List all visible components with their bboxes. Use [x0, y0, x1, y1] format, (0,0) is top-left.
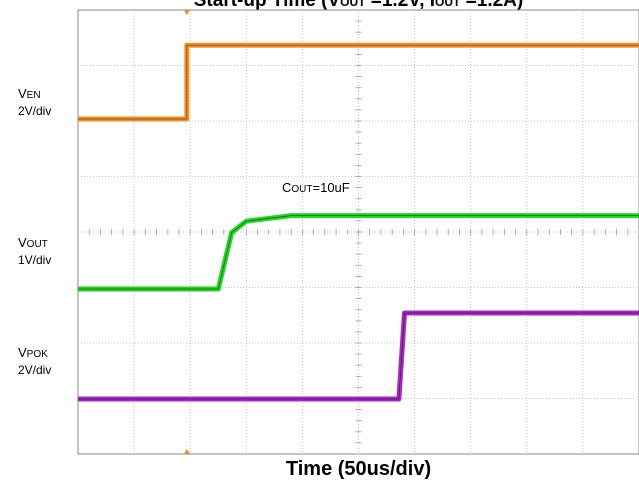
x-axis-label: Time (50us/div) [285, 458, 432, 480]
cout-annotation: COUT=10uF [282, 180, 350, 195]
channel-label-vpok: VPOK 2V/div [18, 345, 52, 377]
trigger-marker-bottom [183, 449, 190, 454]
center-ticks [77, 9, 639, 455]
trigger-markers [183, 10, 190, 454]
channel-label-vout: VOUT 1V/div [18, 235, 52, 267]
trace-ven-core [78, 44, 639, 120]
trigger-marker-top [183, 10, 190, 15]
trace-vpok-core [78, 312, 639, 400]
traces [78, 42, 639, 402]
channel-label-ven: VEN 2V/div [18, 86, 52, 118]
trace-vout-core [78, 215, 639, 290]
chart-title: Start-up Time (VOUT =1.2V, IOUT =1.2A) [194, 0, 523, 10]
